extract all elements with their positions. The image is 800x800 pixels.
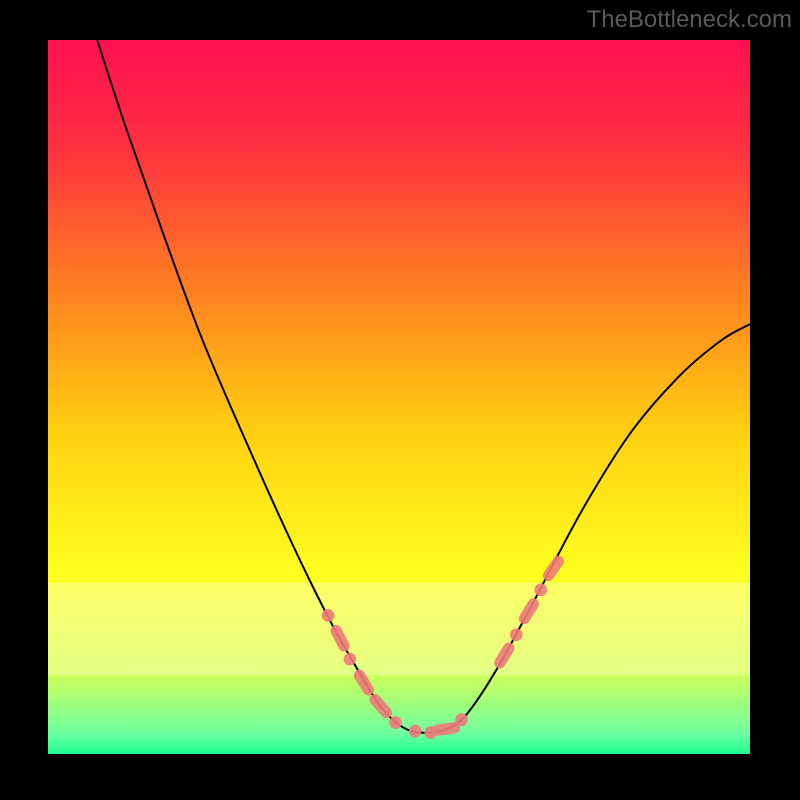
bottleneck-chart [48, 40, 750, 754]
haze-band [48, 583, 750, 676]
chart-svg [48, 40, 750, 754]
watermark-text: TheBottleneck.com [587, 6, 792, 34]
curve-marker-dot [344, 653, 357, 666]
curve-marker-dot [510, 628, 523, 641]
curve-marker-dot [389, 716, 402, 729]
chart-frame: TheBottleneck.com [0, 0, 800, 800]
curve-marker-dot [455, 713, 468, 726]
curve-marker-dot [534, 583, 547, 596]
curve-marker-dot [409, 725, 422, 738]
curve-marker-dot [322, 609, 335, 622]
